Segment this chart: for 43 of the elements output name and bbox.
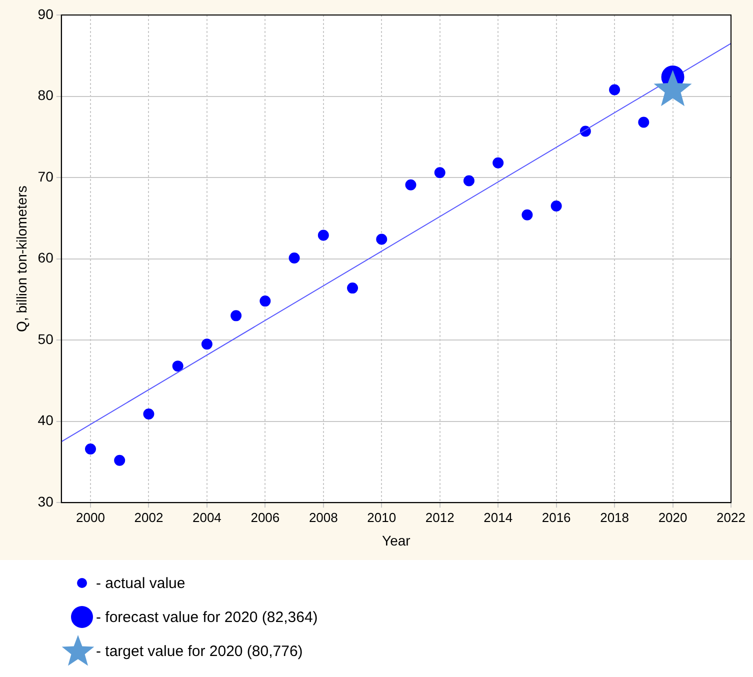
y-tick-label: 90 <box>38 6 54 22</box>
x-tick-label: 2020 <box>658 510 688 525</box>
y-axis-title: Q, billion ton-kilometers <box>13 186 30 332</box>
x-tick-label: 2008 <box>308 510 338 525</box>
x-tick-label: 2004 <box>192 510 222 525</box>
x-tick-label: 2014 <box>484 510 513 525</box>
point <box>376 234 388 245</box>
point <box>347 282 358 294</box>
point <box>288 252 300 264</box>
x-tick-label: 2002 <box>134 510 164 525</box>
point <box>114 454 126 466</box>
x-tick-label: 2010 <box>367 510 396 525</box>
point <box>84 443 96 454</box>
point <box>638 116 650 128</box>
legend-label: - target value for 2020 (80,776) <box>96 642 303 660</box>
legend-label: - forecast value for 2020 (82,364) <box>96 608 318 626</box>
y-tick-label: 80 <box>38 87 54 104</box>
point <box>260 296 271 307</box>
point <box>522 209 533 220</box>
y-tick-label: 70 <box>38 168 54 184</box>
point <box>143 408 154 420</box>
point <box>492 157 504 168</box>
y-tick-label: 40 <box>38 412 54 428</box>
legend-label: - actual value <box>96 574 186 592</box>
point <box>434 167 446 178</box>
x-tick-label: 2018 <box>600 510 630 525</box>
point <box>201 338 212 350</box>
y-tick-label: 60 <box>38 250 54 266</box>
x-axis-title: Year <box>382 532 411 548</box>
x-tick-label: 2022 <box>716 510 746 525</box>
point <box>230 310 242 322</box>
point <box>609 84 620 96</box>
x-tick-label: 2016 <box>542 510 571 525</box>
y-tick-label: 50 <box>38 330 54 347</box>
point <box>318 230 329 241</box>
point <box>463 175 474 186</box>
x-tick-label: 2006 <box>250 510 280 525</box>
x-tick-label: 2000 <box>76 510 105 525</box>
y-tick-label: 30 <box>38 493 54 510</box>
point <box>550 200 562 212</box>
point <box>405 179 416 190</box>
point <box>172 360 184 372</box>
x-tick-label: 2012 <box>425 510 454 525</box>
